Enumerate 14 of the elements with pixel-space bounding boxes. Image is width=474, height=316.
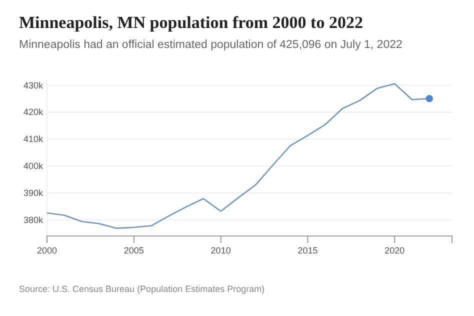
y-tick-label: 380k bbox=[23, 214, 44, 225]
x-tick-label: 2015 bbox=[298, 245, 318, 256]
source-note: Source: U.S. Census Bureau (Population Estimates Program) bbox=[19, 284, 265, 294]
y-tick-label: 390k bbox=[23, 188, 44, 198]
y-tick-label: 410k bbox=[23, 134, 44, 144]
x-tick-label: 2010 bbox=[210, 245, 231, 256]
y-tick-label: 400k bbox=[23, 160, 44, 171]
x-tick-label: 2020 bbox=[384, 245, 405, 256]
y-tick-label: 420k bbox=[23, 107, 44, 118]
y-tick-label: 430k bbox=[23, 80, 44, 90]
x-tick-label: 2000 bbox=[36, 245, 58, 256]
x-tick-label: 2005 bbox=[124, 245, 144, 256]
chart-title: Minneapolis, MN population from 2000 to 2022 bbox=[19, 13, 363, 32]
chart-subtitle: Minneapolis had an official estimated population of 425,096 on July 1, 2022 bbox=[19, 39, 402, 51]
